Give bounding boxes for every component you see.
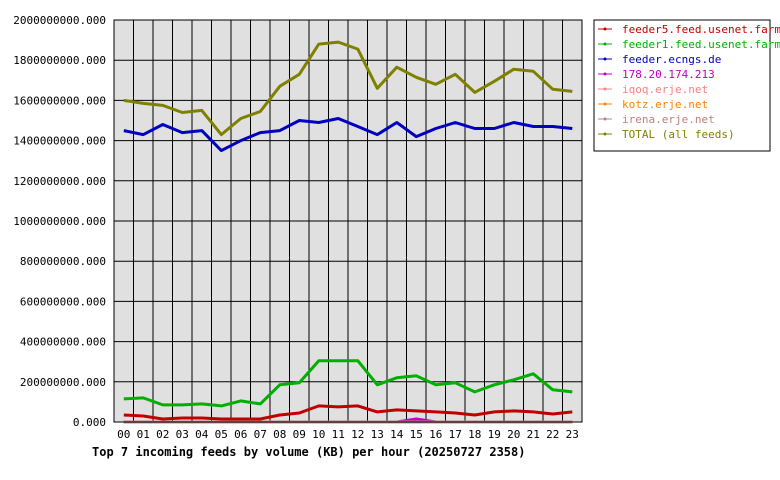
x-tick-label: 04 (195, 428, 209, 441)
plot-border (113, 19, 583, 423)
y-tick-label: 600000000.000 (20, 295, 106, 308)
y-tick-label: 1000000000.000 (13, 215, 106, 228)
legend-marker (603, 57, 607, 61)
x-tick-label: 22 (546, 428, 559, 441)
x-tick-label: 09 (293, 428, 306, 441)
legend: feeder5.feed.usenet.farm feeder1.feed.use… (593, 19, 780, 152)
x-tick-label: 02 (156, 428, 169, 441)
legend-label: feeder.ecngs.de (622, 53, 721, 66)
chart-title: Top 7 incoming feeds by volume (KB) per … (92, 445, 525, 459)
x-tick-label: 10 (312, 428, 325, 441)
x-tick-label: 23 (566, 428, 579, 441)
y-axis-tick-labels: 0.000 200000000.000 400000000.000 600000000… (13, 14, 106, 429)
y-tick-label: 200000000.000 (20, 376, 106, 389)
legend-label: irena.erje.net (622, 113, 715, 126)
series-line (123, 404, 573, 421)
y-tick-label: 800000000.000 (20, 255, 106, 268)
series-line (123, 359, 573, 408)
x-tick-label: 13 (371, 428, 384, 441)
legend-label: 178.20.174.213 (622, 68, 715, 81)
legend-marker (603, 102, 607, 106)
x-tick-label: 06 (234, 428, 247, 441)
legend-label: feeder1.feed.usenet.farm (622, 38, 780, 51)
x-tick-label: 08 (273, 428, 286, 441)
x-axis-tick-labels: 00 01 02 03 04 05 06 07 08 09 10 11 12 13 14 15 16 17 18 19… (117, 428, 579, 441)
y-tick-label: 0.000 (73, 416, 106, 429)
x-tick-label: 21 (527, 428, 540, 441)
x-tick-label: 03 (176, 428, 189, 441)
x-tick-label: 17 (449, 428, 462, 441)
x-tick-label: 00 (117, 428, 130, 441)
y-tick-label: 2000000000.000 (13, 14, 106, 27)
series-line (123, 117, 573, 153)
legend-marker (603, 87, 607, 91)
legend-marker (603, 42, 607, 46)
x-tick-label: 14 (390, 428, 404, 441)
legend-marker (603, 72, 607, 76)
y-tick-label: 1200000000.000 (13, 175, 106, 188)
legend-box (593, 19, 771, 152)
x-tick-label: 07 (254, 428, 267, 441)
legend-label: feeder5.feed.usenet.farm (622, 23, 780, 36)
x-tick-label: 01 (137, 428, 150, 441)
x-tick-label: 05 (215, 428, 228, 441)
y-tick-label: 1400000000.000 (13, 135, 106, 148)
legend-label: iqoq.erje.net (622, 83, 708, 96)
x-tick-label: 18 (468, 428, 481, 441)
legend-label: TOTAL (all feeds) (622, 128, 735, 141)
series-line (123, 40, 573, 137)
legend-marker (603, 132, 607, 136)
x-tick-label: 12 (351, 428, 364, 441)
x-tick-label: 11 (332, 428, 345, 441)
x-tick-label: 19 (488, 428, 501, 441)
y-tick-label: 400000000.000 (20, 336, 106, 349)
y-tick-label: 1800000000.000 (13, 54, 106, 67)
legend-label: kotz.erje.net (622, 98, 708, 111)
legend-marker (603, 117, 607, 121)
y-tick-label: 1600000000.000 (13, 94, 106, 107)
legend-marker (603, 27, 607, 31)
x-tick-label: 15 (410, 428, 423, 441)
x-tick-label: 20 (507, 428, 520, 441)
x-tick-label: 16 (429, 428, 442, 441)
